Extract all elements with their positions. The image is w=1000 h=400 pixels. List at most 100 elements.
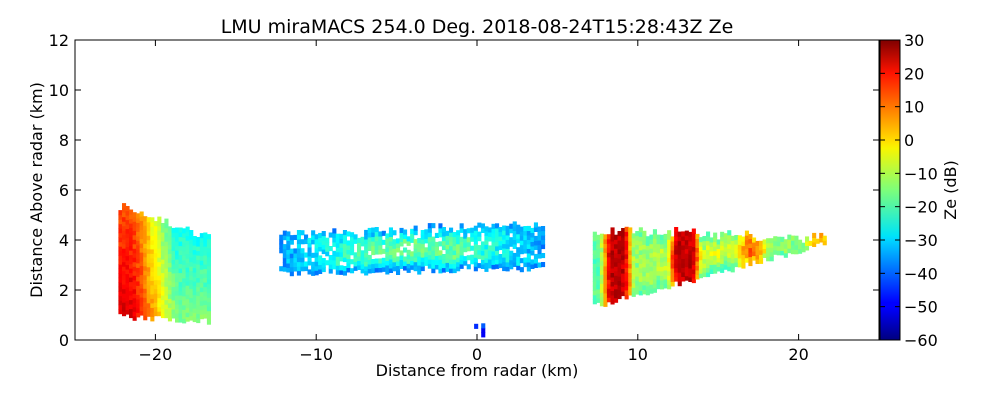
echo-cell [684, 248, 689, 254]
echo-cell [744, 230, 749, 236]
echo-cell [677, 281, 682, 287]
echo-cell [621, 282, 626, 288]
echo-cell [614, 270, 619, 276]
echo-cell [122, 243, 127, 249]
echo-cell [175, 227, 180, 233]
echo-cell [638, 240, 643, 246]
echo-cell [289, 271, 294, 277]
echo-cell [189, 239, 194, 245]
echo-cell [642, 289, 647, 295]
echo-cell [505, 261, 510, 267]
echo-cell [413, 243, 418, 249]
echo-region-ground-clutter [474, 323, 486, 338]
echo-cell [645, 272, 650, 278]
echo-cell [624, 294, 629, 300]
echo-cell [203, 268, 208, 274]
echo-cell [656, 239, 661, 245]
echo-cell [157, 279, 162, 285]
echo-cell [146, 302, 151, 308]
echo-cell [167, 266, 172, 272]
echo-cell [192, 245, 197, 251]
echo-cell [167, 311, 172, 317]
echo-cell [353, 238, 358, 244]
echo-cell [364, 229, 369, 235]
echo-cell [392, 261, 397, 267]
echo-cell [185, 262, 190, 268]
echo-cell [452, 254, 457, 260]
echo-cell [189, 306, 194, 312]
echo-cell [125, 309, 130, 315]
echo-cell [484, 235, 489, 241]
echo-cell [203, 264, 208, 270]
echo-cell [203, 304, 208, 310]
echo-cell [388, 245, 393, 251]
echo-cell [674, 272, 679, 278]
echo-cell [617, 240, 622, 246]
echo-cell [652, 238, 657, 244]
echo-cell [125, 300, 130, 306]
echo-cell [484, 230, 489, 236]
echo-cell [645, 267, 650, 273]
echo-cell [533, 240, 538, 246]
echo-cell [642, 271, 647, 277]
echo-cell [342, 257, 347, 263]
echo-cell [533, 258, 538, 264]
echo-cell [199, 269, 204, 275]
echo-cell [203, 309, 208, 315]
echo-cell [175, 254, 180, 260]
echo-cell [289, 239, 294, 245]
echo-cell [599, 247, 604, 253]
echo-cell [371, 232, 376, 238]
echo-cell [477, 231, 482, 237]
echo-cell [452, 250, 457, 256]
echo-cell [399, 236, 404, 242]
echo-cell [357, 251, 362, 257]
echo-cell [399, 250, 404, 256]
echo-cell [129, 241, 134, 247]
echo-cell [652, 251, 657, 257]
echo-cell [125, 237, 130, 243]
echo-cell [470, 236, 475, 242]
echo-cell [136, 226, 141, 232]
echo-cell [592, 267, 597, 273]
echo-cell [530, 241, 535, 247]
echo-cell [374, 267, 379, 273]
echo-cell [727, 230, 732, 236]
echo-cell [519, 226, 524, 232]
echo-cell [206, 292, 211, 298]
echo-cell [617, 289, 622, 295]
echo-cell [438, 227, 443, 233]
echo-cell [477, 254, 482, 260]
echo-cell [139, 265, 144, 271]
echo-cell [307, 269, 312, 275]
echo-cell [509, 259, 514, 265]
echo-cell [196, 304, 201, 310]
echo-cell [649, 252, 654, 258]
echo-cell [688, 249, 693, 255]
echo-cell [182, 277, 187, 283]
echo-cell [129, 223, 134, 229]
echo-cell [473, 261, 478, 267]
echo-cell [171, 241, 176, 247]
echo-cell [495, 227, 500, 233]
echo-cell [153, 293, 158, 299]
echo-cell [638, 276, 643, 282]
echo-cell [146, 230, 151, 236]
echo-cell [660, 275, 665, 281]
echo-cell [132, 234, 137, 240]
echo-cell [420, 230, 425, 236]
echo-cell [649, 261, 654, 267]
echo-cell [178, 304, 183, 310]
echo-cell [812, 237, 817, 243]
echo-cell [136, 280, 141, 286]
echo-cell [698, 237, 703, 243]
echo-cell [342, 266, 347, 272]
echo-cell [480, 227, 485, 233]
echo-cell [164, 250, 169, 256]
echo-cell [189, 243, 194, 249]
echo-cell [364, 252, 369, 258]
echo-cell [143, 238, 148, 244]
echo-cell [649, 279, 654, 285]
echo-cell [614, 243, 619, 249]
echo-cell [325, 237, 330, 243]
